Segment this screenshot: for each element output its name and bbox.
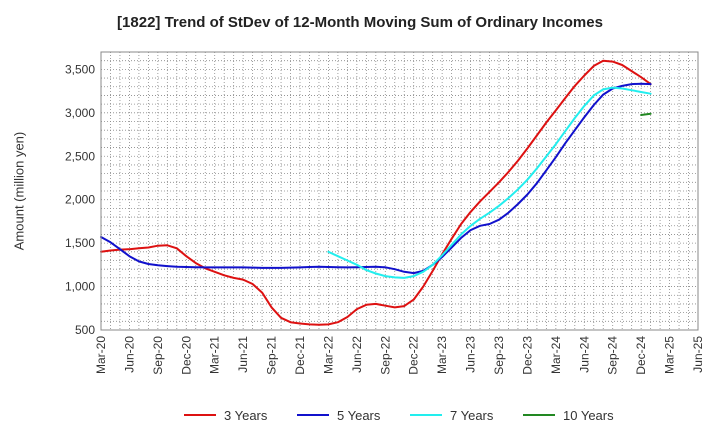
x-tick-label: Dec-23 — [520, 336, 534, 375]
y-tick-label: 1,500 — [65, 236, 95, 250]
y-tick-label: 2,000 — [65, 193, 95, 207]
x-tick-label: Jun-25 — [691, 336, 705, 373]
x-tick-label: Jun-21 — [236, 336, 250, 373]
series-line-5-years — [100, 82, 652, 275]
y-tick-label: 1,000 — [65, 280, 95, 294]
y-tick-label: 2,500 — [65, 149, 95, 163]
x-tick-label: Sep-24 — [606, 336, 620, 375]
legend: 3 Years 5 Years 7 Years 10 Years — [184, 408, 614, 423]
x-tick-label: Mar-22 — [321, 336, 335, 374]
x-tick-label: Dec-22 — [407, 336, 421, 375]
x-tick-label: Jun-22 — [350, 336, 364, 373]
legend-label: 7 Years — [450, 408, 494, 423]
series-line-10-years — [640, 112, 652, 116]
y-tick-label: 3,000 — [65, 106, 95, 120]
x-tick-label: Dec-24 — [634, 336, 648, 375]
x-tick-label: Jun-20 — [122, 336, 136, 373]
x-tick-label: Mar-25 — [663, 336, 677, 374]
x-tick-label: Mar-24 — [549, 336, 563, 374]
x-tick-label: Sep-20 — [151, 336, 165, 375]
x-axis-ticks: Mar-20 Jun-20 Sep-20 Dec-20 Mar-21 Jun-21 Sep-… — [94, 336, 705, 375]
x-tick-label: Jun-24 — [577, 336, 591, 373]
series-layer — [100, 59, 652, 326]
y-tick-label: 500 — [75, 323, 95, 337]
x-tick-label: Mar-21 — [208, 336, 222, 374]
legend-label: 5 Years — [337, 408, 381, 423]
legend-label: 10 Years — [563, 408, 614, 423]
x-tick-label: Sep-23 — [492, 336, 506, 375]
y-axis-title: Amount (million yen) — [12, 132, 27, 251]
y-axis-ticks: 500 1,000 1,500 2,000 2,500 3,000 3,500 — [65, 62, 95, 337]
y-tick-label: 3,500 — [65, 62, 95, 76]
x-tick-label: Mar-23 — [435, 336, 449, 374]
x-tick-label: Dec-21 — [293, 336, 307, 375]
plot-frame — [100, 51, 699, 331]
series-line-7-years — [327, 86, 652, 279]
chart-title: [1822] Trend of StDev of 12-Month Moving… — [117, 14, 603, 31]
x-tick-label: Jun-23 — [464, 336, 478, 373]
x-tick-label: Sep-22 — [378, 336, 392, 375]
series-line-3-years — [100, 59, 652, 326]
x-tick-label: Dec-20 — [179, 336, 193, 375]
x-tick-label: Mar-20 — [94, 336, 108, 374]
x-tick-label: Sep-21 — [265, 336, 279, 375]
legend-label: 3 Years — [224, 408, 268, 423]
